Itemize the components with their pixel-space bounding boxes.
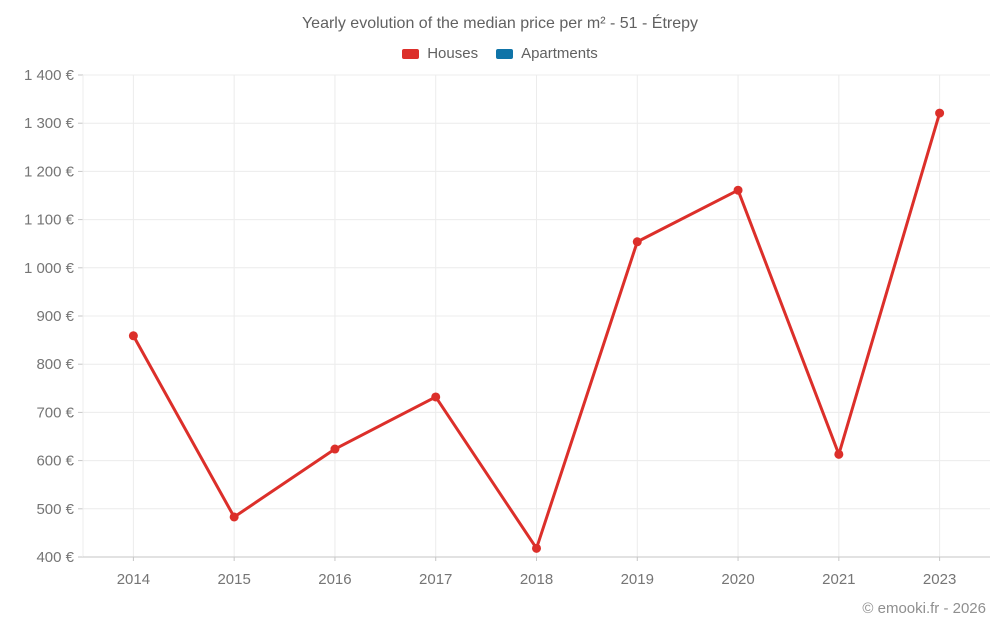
svg-text:2016: 2016	[318, 571, 351, 588]
legend-label-houses: Houses	[427, 45, 479, 62]
legend-label-apartments: Apartments	[521, 45, 598, 62]
svg-text:900 €: 900 €	[36, 308, 74, 325]
houses-series-swatch-icon	[402, 48, 420, 59]
apartments-series-swatch-icon	[496, 48, 514, 59]
legend-item-apartments: Apartments	[496, 45, 598, 62]
chart-title: Yearly evolution of the median price per…	[301, 15, 699, 32]
svg-text:2021: 2021	[822, 571, 855, 588]
svg-text:1 000 €: 1 000 €	[24, 260, 75, 277]
svg-text:1 100 €: 1 100 €	[24, 212, 75, 229]
svg-text:2014: 2014	[117, 571, 150, 588]
svg-text:1 300 €: 1 300 €	[24, 115, 75, 132]
svg-text:500 €: 500 €	[36, 501, 74, 518]
svg-text:1 200 €: 1 200 €	[24, 163, 75, 180]
svg-text:2017: 2017	[419, 571, 452, 588]
svg-text:400 €: 400 €	[36, 549, 74, 566]
svg-text:600 €: 600 €	[36, 453, 74, 470]
svg-text:2023: 2023	[923, 571, 956, 588]
svg-text:2019: 2019	[621, 571, 654, 588]
svg-text:2020: 2020	[721, 571, 754, 588]
svg-text:1 400 €: 1 400 €	[24, 67, 75, 84]
svg-text:700 €: 700 €	[36, 404, 74, 421]
legend-item-houses: Houses	[402, 45, 478, 62]
svg-text:800 €: 800 €	[36, 356, 74, 373]
copyright-credit: © emooki.fr - 2026	[862, 600, 986, 617]
svg-text:2018: 2018	[520, 571, 553, 588]
svg-text:2015: 2015	[217, 571, 250, 588]
chart-legend: Houses Apartments	[0, 45, 1000, 62]
